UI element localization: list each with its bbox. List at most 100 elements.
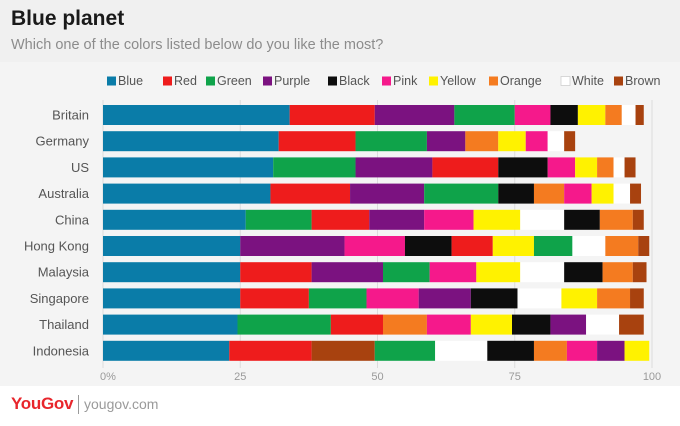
chart-title: Blue planet — [11, 7, 125, 30]
category-label-germany: Germany — [36, 134, 90, 149]
bar-segment-hong-kong-orange — [605, 236, 639, 256]
bar-segment-thailand-blue — [103, 314, 238, 335]
bar-segment-indonesia-black — [487, 340, 534, 361]
bar-segment-thailand-red — [330, 314, 383, 335]
category-label-thailand: Thailand — [39, 317, 89, 332]
bar-segment-singapore-yellow — [561, 288, 598, 309]
legend-swatch-green — [206, 76, 215, 86]
bar-segment-britain-purple — [374, 105, 455, 125]
bar-segment-singapore-pink — [366, 288, 419, 309]
category-label-us: US — [71, 160, 89, 175]
bar-segment-thailand-purple — [550, 314, 587, 335]
legend-swatch-red — [163, 76, 172, 86]
bar-segment-germany-pink — [525, 131, 548, 152]
bar-segment-singapore-green — [308, 288, 367, 309]
bar-segment-singapore-blue — [103, 288, 241, 309]
bar-segment-germany-green — [355, 131, 427, 152]
bar-segment-thailand-black — [512, 314, 551, 335]
bar-segment-china-red — [311, 209, 370, 230]
x-axis: 0% 25 50 75 100 — [100, 371, 661, 383]
bar-segment-thailand-pink — [426, 314, 471, 335]
legend-swatch-yellow — [429, 76, 438, 86]
bar-segment-britain-orange — [605, 105, 622, 125]
category-label-china: China — [55, 212, 90, 227]
bar-segment-germany-brown — [564, 131, 576, 152]
bar-segment-australia-red — [270, 183, 351, 204]
bar-segment-us-orange — [597, 157, 614, 178]
bar-segment-malaysia-pink — [429, 262, 477, 283]
bar-segment-germany-blue — [103, 131, 279, 152]
bar-segment-australia-orange — [533, 183, 565, 204]
category-label-australia: Australia — [38, 186, 89, 201]
bar-segment-britain-black — [550, 105, 578, 125]
footer-divider — [78, 395, 79, 414]
bar-segment-britain-brown — [635, 105, 644, 125]
bar-segment-us-green — [273, 157, 356, 178]
bar-segment-malaysia-blue — [103, 262, 241, 283]
bar-segment-thailand-orange — [382, 314, 427, 335]
bar-segment-malaysia-orange — [602, 262, 633, 283]
bar-segment-australia-yellow — [591, 183, 614, 204]
bar-segment-us-yellow — [575, 157, 598, 178]
bar-segment-us-white — [613, 157, 625, 178]
bar-segment-malaysia-brown — [632, 262, 647, 283]
legend-label-black: Black — [339, 74, 370, 88]
category-label-britain: Britain — [52, 108, 89, 123]
stacked-bar-chart: Blue Red Green Purple Black Pink Yellow Orange W… — [24, 74, 661, 383]
bar-segment-indonesia-white — [435, 340, 488, 361]
bar-segment-singapore-black — [470, 288, 518, 309]
chart-subtitle: Which one of the colors listed below do … — [11, 37, 384, 53]
x-tick-label-50: 50 — [371, 371, 383, 383]
bar-segment-indonesia-brown — [311, 340, 375, 361]
bar-segment-thailand-yellow — [470, 314, 513, 335]
bar-segment-us-red — [432, 157, 499, 178]
bar-segment-singapore-red — [240, 288, 309, 309]
bar-segment-malaysia-purple — [311, 262, 383, 283]
bar-segment-germany-orange — [465, 131, 499, 152]
bar-segment-hong-kong-blue — [103, 236, 241, 256]
bar-segment-hong-kong-yellow — [492, 236, 534, 256]
bar-segment-germany-red — [278, 131, 356, 152]
legend-swatch-purple — [263, 76, 272, 86]
bar-segment-hong-kong-white — [572, 236, 606, 256]
header: Blue planet Which one of the colors list… — [0, 0, 680, 62]
bar-segment-hong-kong-black — [404, 236, 452, 256]
bar-segment-australia-brown — [630, 183, 642, 204]
bar-segment-china-blue — [103, 209, 246, 230]
legend: Blue Red Green Purple Black Pink Yellow Orange W… — [107, 74, 660, 88]
bar-segment-china-black — [564, 209, 600, 230]
legend-swatch-white — [560, 76, 571, 86]
bar-segment-china-white — [520, 209, 565, 230]
legend-swatch-pink — [382, 76, 391, 86]
bar-segment-singapore-orange — [597, 288, 631, 309]
legend-label-green: Green — [217, 74, 252, 88]
legend-label-white: White — [572, 74, 604, 88]
bar-segment-malaysia-white — [520, 262, 565, 283]
bar-segment-china-orange — [599, 209, 633, 230]
legend-label-orange: Orange — [500, 74, 542, 88]
bar-segment-indonesia-yellow — [624, 340, 650, 361]
bar-segment-malaysia-green — [382, 262, 430, 283]
bar-segment-britain-green — [454, 105, 515, 125]
bar-segment-indonesia-purple — [597, 340, 625, 361]
bar-segment-malaysia-yellow — [476, 262, 521, 283]
bar-segment-singapore-purple — [418, 288, 471, 309]
bar-segment-thailand-white — [586, 314, 620, 335]
bar-segment-hong-kong-red — [451, 236, 493, 256]
bar-segment-australia-white — [613, 183, 631, 204]
legend-label-red: Red — [174, 74, 197, 88]
bar-segment-britain-red — [289, 105, 375, 125]
legend-label-purple: Purple — [274, 74, 310, 88]
x-tick-label-25: 25 — [234, 371, 246, 383]
bar-segment-malaysia-black — [564, 262, 603, 283]
yougov-logo: YouGov — [11, 394, 74, 413]
bar-segment-indonesia-orange — [533, 340, 567, 361]
bar-segment-us-pink — [547, 157, 576, 178]
bar-segment-us-brown — [624, 157, 636, 178]
bar-segment-hong-kong-purple — [240, 236, 345, 256]
legend-label-yellow: Yellow — [440, 74, 477, 88]
bar-segment-australia-purple — [350, 183, 425, 204]
bar-segment-australia-green — [424, 183, 499, 204]
x-tick-label-75: 75 — [509, 371, 521, 383]
footer: YouGov yougov.com — [0, 386, 680, 426]
